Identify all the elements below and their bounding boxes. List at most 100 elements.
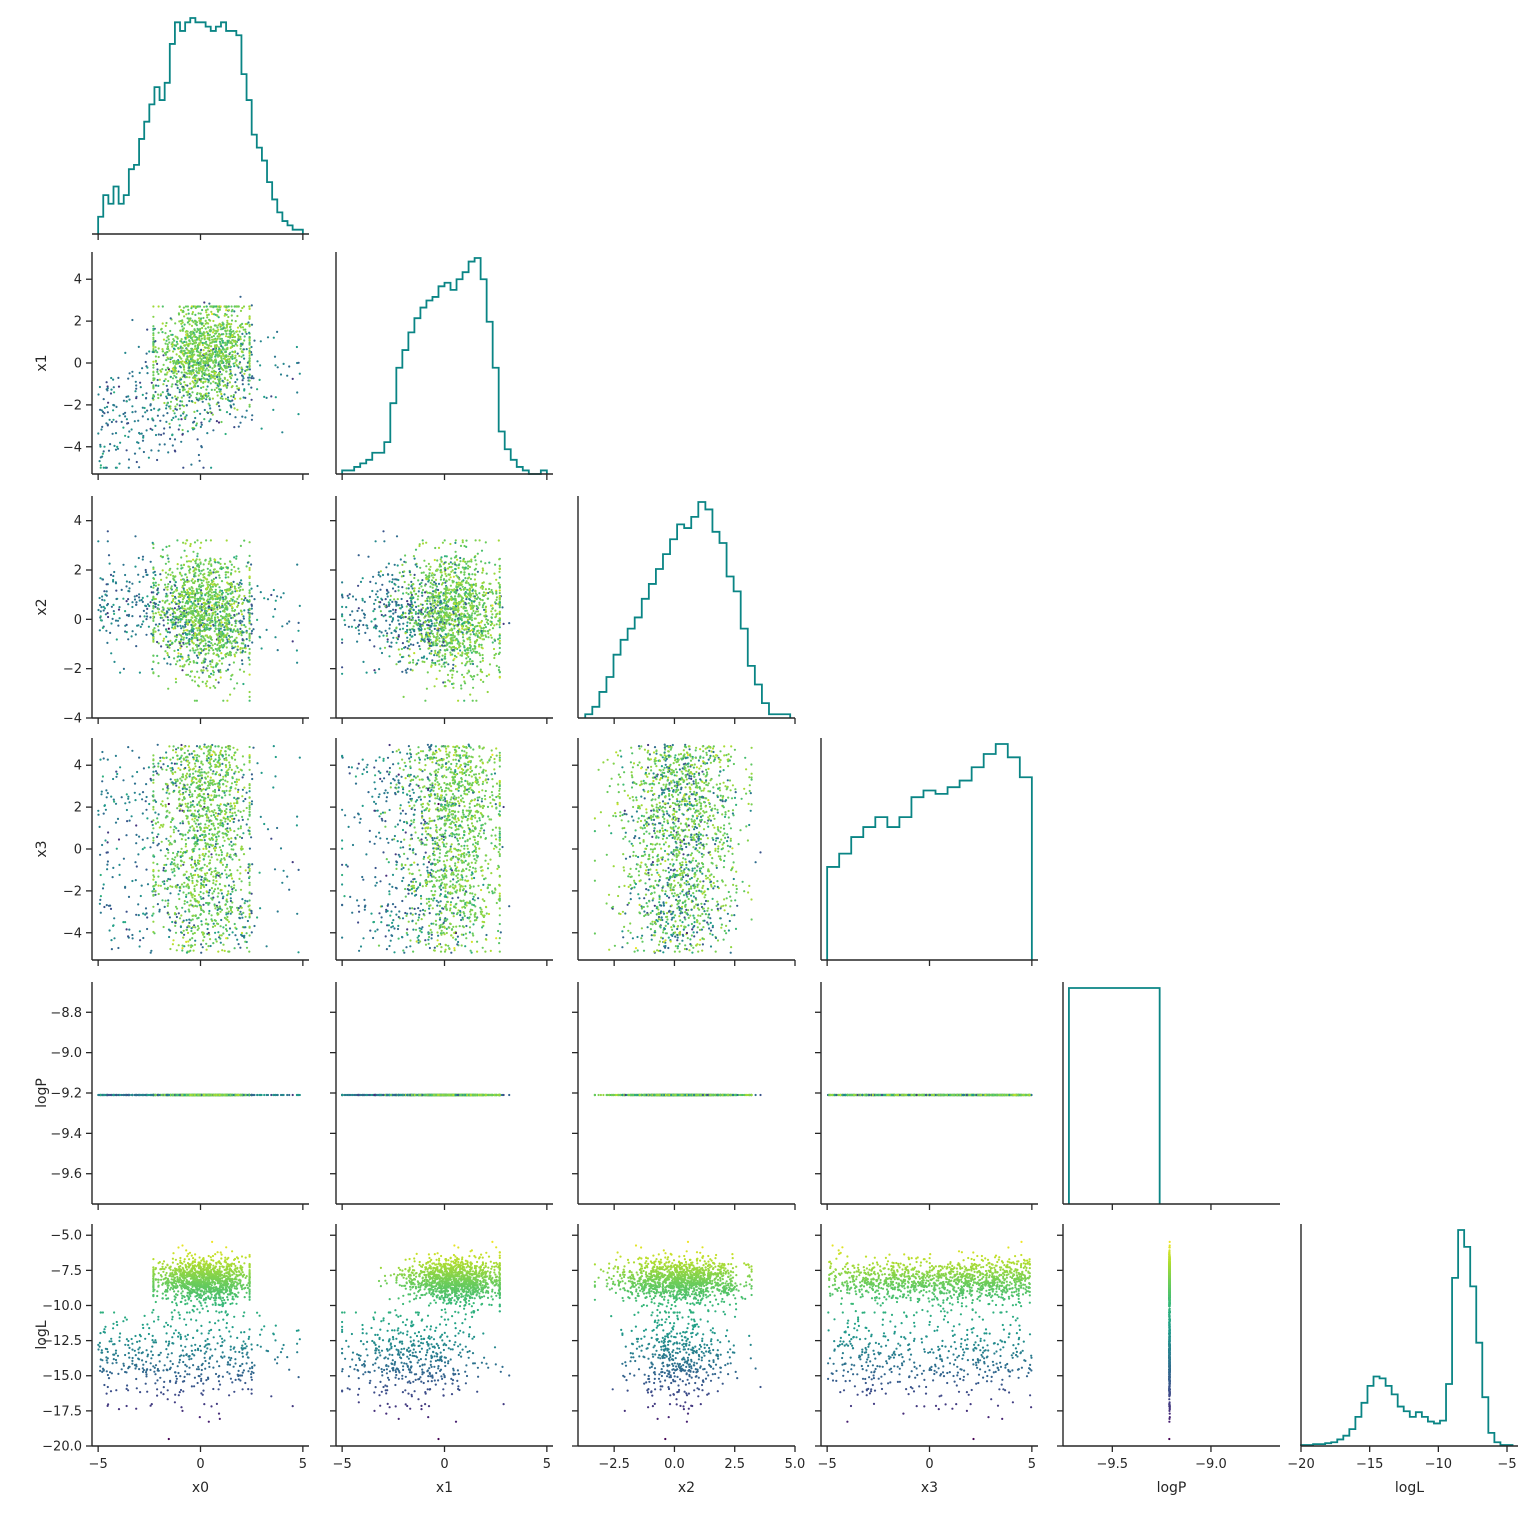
scatter-point <box>488 561 491 564</box>
scatter-point <box>154 584 157 587</box>
scatter-point <box>408 638 412 641</box>
scatter-point <box>154 630 157 633</box>
scatter-point <box>175 615 178 618</box>
scatter-point <box>174 362 178 365</box>
scatter-point <box>177 605 180 608</box>
scatter-point <box>200 589 203 592</box>
scatter-point <box>244 416 247 419</box>
scatter-point <box>174 395 177 398</box>
scatter-point <box>157 409 160 412</box>
scatter-point <box>210 617 213 620</box>
scatter-point <box>437 582 441 586</box>
scatter-point <box>461 636 465 639</box>
scatter-point <box>425 657 428 660</box>
scatter-point <box>240 367 243 370</box>
scatter-point <box>248 307 251 310</box>
scatter-point <box>429 602 432 606</box>
scatter-point <box>196 648 199 651</box>
scatter-point <box>470 629 473 632</box>
scatter-point <box>224 397 227 400</box>
scatter-point <box>194 363 197 366</box>
scatter-point <box>190 307 193 310</box>
scatter-point <box>152 612 155 615</box>
scatter-point <box>202 356 205 360</box>
scatter-point <box>206 583 209 586</box>
scatter-point <box>190 579 193 582</box>
scatter-point <box>212 597 215 600</box>
scatter-point <box>127 435 130 438</box>
scatter-point <box>216 351 219 354</box>
scatter-point <box>179 319 183 323</box>
scatter-point <box>431 615 434 618</box>
scatter-point <box>498 676 501 679</box>
scatter-point <box>166 350 169 354</box>
scatter-point <box>383 646 387 649</box>
scatter-point <box>157 355 160 359</box>
scatter-point <box>206 337 209 340</box>
scatter-point <box>174 383 177 386</box>
scatter-point <box>235 619 238 623</box>
scatter-point <box>371 589 374 593</box>
scatter-point <box>105 422 108 425</box>
scatter-point <box>127 466 130 469</box>
scatter-point <box>183 340 186 343</box>
scatter-point <box>175 634 178 637</box>
scatter-point <box>414 548 418 551</box>
scatter-point <box>233 426 236 429</box>
scatter-point <box>406 667 409 671</box>
scatter-point <box>205 609 208 612</box>
scatter-point <box>152 374 155 377</box>
scatter-point <box>98 629 101 632</box>
scatter-point <box>188 369 191 372</box>
scatter-point <box>124 415 127 418</box>
scatter-point <box>182 411 185 414</box>
scatter-point <box>450 618 453 622</box>
scatter-point <box>407 612 411 615</box>
scatter-point <box>200 334 203 337</box>
scatter-point <box>443 614 446 618</box>
scatter-point <box>478 603 481 606</box>
scatter-point <box>181 400 184 403</box>
scatter-point <box>224 615 227 618</box>
scatter-point <box>353 619 356 622</box>
scatter-point <box>192 581 195 585</box>
scatter-point <box>235 613 238 616</box>
scatter-point <box>447 589 450 592</box>
scatter-point <box>217 637 220 640</box>
scatter-point <box>195 374 198 377</box>
scatter-point <box>452 608 455 611</box>
scatter-point <box>417 579 420 582</box>
scatter-point <box>141 596 144 600</box>
scatter-point <box>161 599 164 602</box>
scatter-point <box>160 645 163 648</box>
scatter-point <box>184 383 187 387</box>
scatter-point <box>125 580 128 583</box>
scatter-point <box>229 328 232 331</box>
scatter-point <box>176 563 179 566</box>
scatter-point <box>236 582 239 585</box>
scatter-point <box>229 370 232 373</box>
scatter-point <box>347 596 350 600</box>
scatter-point <box>185 560 189 563</box>
scatter-point <box>230 314 233 317</box>
scatter-point <box>180 340 183 343</box>
scatter-point <box>147 625 150 628</box>
scatter-point <box>209 319 212 322</box>
scatter-point <box>207 606 210 609</box>
scatter-point <box>297 413 300 416</box>
scatter-point <box>177 592 180 595</box>
scatter-point <box>502 622 505 626</box>
scatter-point <box>276 595 279 598</box>
scatter-point <box>443 655 447 658</box>
scatter-point <box>144 568 147 572</box>
scatter-point <box>165 407 168 410</box>
scatter-point <box>151 610 154 613</box>
scatter-point <box>180 371 183 374</box>
scatter-point <box>188 569 191 572</box>
scatter-point <box>169 356 172 359</box>
scatter-point <box>189 382 192 385</box>
scatter-point <box>205 388 208 391</box>
scatter-point <box>469 658 472 661</box>
scatter-point <box>467 651 470 654</box>
scatter-point <box>240 659 244 662</box>
